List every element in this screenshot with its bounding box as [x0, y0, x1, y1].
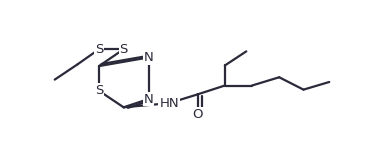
Text: S: S — [95, 43, 103, 56]
Text: N: N — [144, 93, 154, 106]
Text: S: S — [120, 43, 128, 56]
Text: S: S — [95, 84, 103, 97]
Text: N: N — [144, 51, 154, 64]
Text: HN: HN — [159, 97, 179, 110]
Text: O: O — [193, 108, 203, 121]
